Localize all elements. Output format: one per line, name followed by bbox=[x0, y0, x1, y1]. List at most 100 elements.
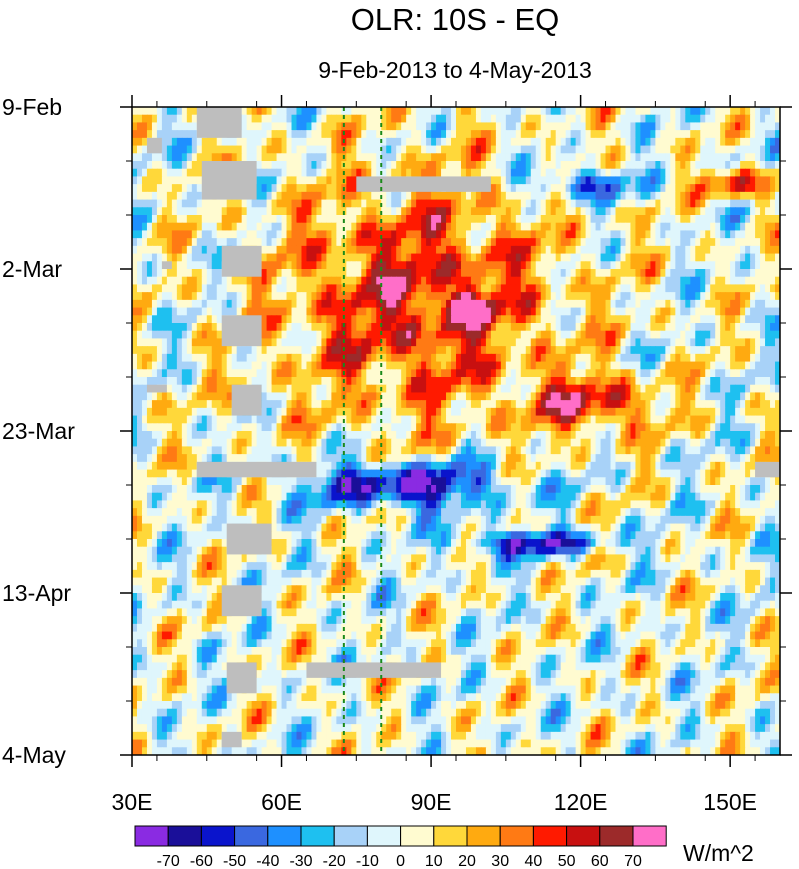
field-cell bbox=[326, 130, 332, 139]
field-cell bbox=[570, 191, 577, 201]
field-cell bbox=[565, 330, 572, 340]
field-cell bbox=[475, 353, 482, 363]
field-cell bbox=[241, 145, 248, 154]
field-cell bbox=[605, 122, 612, 131]
field-cell bbox=[560, 130, 567, 139]
field-cell bbox=[715, 245, 721, 255]
field-cell bbox=[331, 307, 337, 316]
field-cell bbox=[740, 107, 746, 116]
field-cell bbox=[525, 114, 532, 124]
field-cell bbox=[336, 346, 342, 355]
field-cell bbox=[421, 222, 427, 232]
field-cell bbox=[595, 191, 602, 201]
field-cell bbox=[500, 145, 507, 154]
field-cell bbox=[406, 153, 412, 162]
field-cell bbox=[226, 299, 233, 309]
field-cell bbox=[470, 191, 477, 201]
field-cell bbox=[630, 153, 637, 162]
field-cell bbox=[530, 384, 537, 394]
field-cell bbox=[735, 238, 741, 247]
field-cell bbox=[161, 122, 168, 131]
field-cell bbox=[376, 269, 382, 278]
field-cell bbox=[620, 137, 627, 147]
field-cell bbox=[266, 161, 273, 170]
field-cell bbox=[760, 330, 766, 340]
field-cell bbox=[266, 307, 273, 316]
field-cell bbox=[530, 307, 537, 316]
field-cell bbox=[346, 400, 352, 409]
field-cell bbox=[311, 168, 318, 178]
field-cell bbox=[416, 338, 422, 347]
field-cell bbox=[540, 207, 547, 216]
field-cell bbox=[725, 145, 731, 154]
field-cell bbox=[705, 307, 711, 316]
field-cell bbox=[630, 253, 637, 262]
field-cell bbox=[500, 137, 507, 147]
field-cell bbox=[321, 361, 327, 370]
field-cell bbox=[146, 292, 153, 301]
field-cell bbox=[396, 107, 402, 116]
field-cell bbox=[770, 230, 776, 239]
field-cell bbox=[411, 323, 417, 332]
field-cell bbox=[720, 261, 726, 270]
field-cell bbox=[281, 238, 288, 247]
field-cell bbox=[670, 284, 676, 293]
field-cell bbox=[765, 276, 771, 286]
field-cell bbox=[396, 392, 402, 401]
field-cell bbox=[610, 161, 617, 170]
field-cell bbox=[670, 107, 676, 116]
field-cell bbox=[181, 161, 188, 170]
field-cell bbox=[480, 245, 487, 255]
field-cell bbox=[176, 230, 183, 239]
field-cell bbox=[660, 245, 666, 255]
field-cell bbox=[181, 191, 188, 201]
field-cell bbox=[650, 122, 656, 131]
field-cell bbox=[456, 130, 462, 139]
field-cell bbox=[296, 369, 303, 378]
field-cell bbox=[570, 114, 577, 124]
field-cell bbox=[625, 153, 632, 162]
field-cell bbox=[132, 346, 138, 355]
field-cell bbox=[411, 137, 417, 147]
field-cell bbox=[465, 353, 472, 363]
field-cell bbox=[386, 245, 392, 255]
field-cell bbox=[426, 261, 432, 270]
field-cell bbox=[725, 338, 731, 347]
field-cell bbox=[505, 207, 512, 216]
field-cell bbox=[655, 153, 661, 162]
field-cell bbox=[545, 191, 552, 201]
field-cell bbox=[226, 284, 233, 293]
field-cell bbox=[765, 245, 771, 255]
field-cell bbox=[306, 215, 313, 224]
field-cell bbox=[351, 114, 357, 124]
field-cell bbox=[156, 253, 163, 262]
field-cell bbox=[401, 261, 407, 270]
field-cell bbox=[680, 284, 686, 293]
field-cell bbox=[710, 238, 716, 247]
field-cell bbox=[346, 338, 352, 347]
field-cell bbox=[261, 153, 268, 162]
field-cell bbox=[500, 130, 507, 139]
field-cell bbox=[451, 245, 457, 255]
field-cell bbox=[575, 315, 582, 324]
field-cell bbox=[216, 245, 223, 255]
field-cell bbox=[411, 369, 417, 378]
field-cell bbox=[625, 346, 632, 355]
field-cell bbox=[281, 299, 288, 309]
field-cell bbox=[600, 245, 607, 255]
field-cell bbox=[306, 315, 313, 324]
field-cell bbox=[540, 122, 547, 131]
field-cell bbox=[171, 230, 178, 239]
field-cell bbox=[416, 346, 422, 355]
field-cell bbox=[660, 215, 666, 224]
field-cell bbox=[720, 292, 726, 301]
field-cell bbox=[665, 230, 671, 239]
field-cell bbox=[351, 400, 357, 409]
field-cell bbox=[226, 400, 233, 409]
field-cell bbox=[465, 384, 472, 394]
field-cell bbox=[171, 215, 178, 224]
field-cell bbox=[720, 384, 726, 394]
field-cell bbox=[446, 392, 452, 401]
field-cell bbox=[545, 215, 552, 224]
field-cell bbox=[426, 330, 432, 340]
